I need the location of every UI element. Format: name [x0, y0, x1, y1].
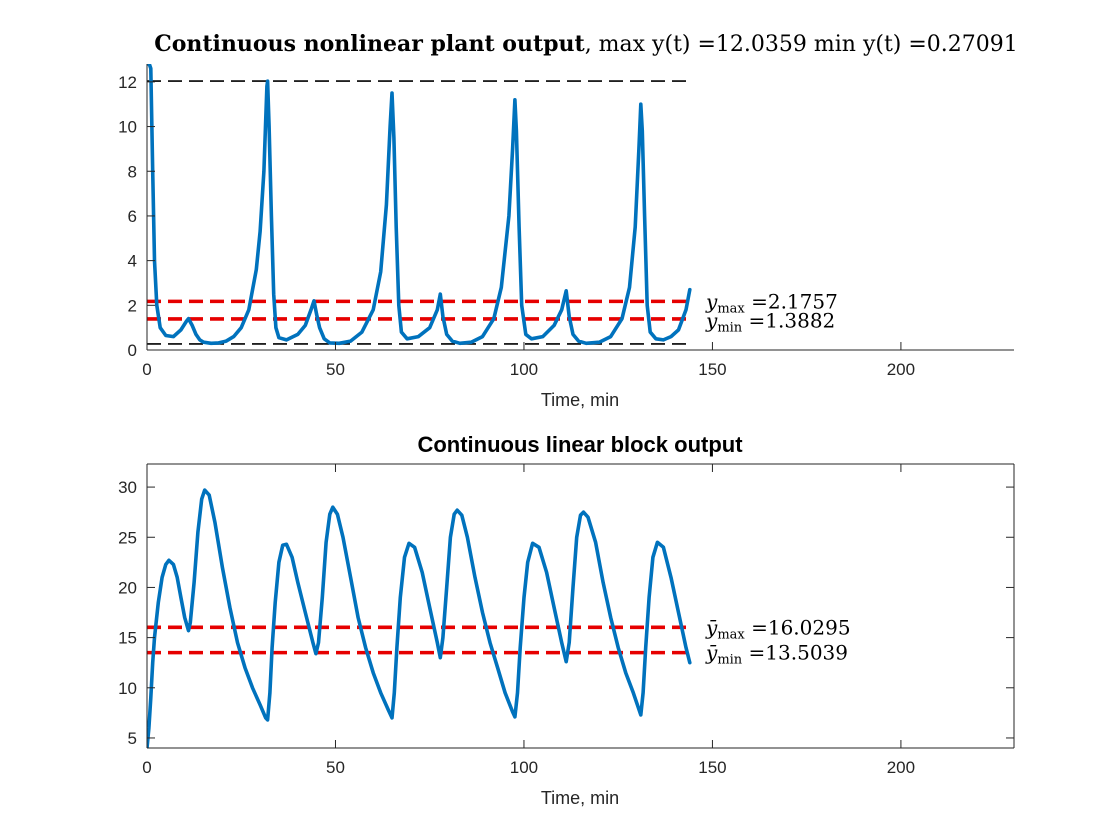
- plant-output-series: [147, 64, 692, 346]
- y-tick-label: 5: [128, 729, 137, 748]
- y-tick-label: 10: [118, 118, 137, 137]
- annotation-max: ȳmax =16.0295: [705, 615, 851, 642]
- y-tick-label: 8: [128, 162, 137, 181]
- linear-block-axes: 0 50 100 150 200 5 10 15 20 25 30: [118, 463, 1015, 777]
- x-tick-label: 50: [326, 360, 345, 379]
- y-tick-label: 12: [118, 73, 137, 92]
- annotation-subscript: min: [717, 653, 742, 668]
- linear-block-chart: Continuous linear block output 0 50 100 150…: [118, 432, 1015, 808]
- y-tick-label: 20: [118, 578, 137, 597]
- annotation-symbol: ȳ: [705, 615, 718, 639]
- annotation-min: ymin =1.3882: [705, 308, 835, 335]
- x-tick-label: 0: [142, 758, 151, 777]
- x-tick-label: 150: [698, 360, 726, 379]
- x-tick-label: 50: [326, 758, 345, 777]
- linear-block-series: [147, 488, 692, 748]
- plant-output-title-rest: , max y(t) =12.0359 min y(t) =0.27091: [585, 32, 1018, 57]
- annotation-value: =13.5039: [742, 641, 848, 665]
- annotation-min: ȳmin =13.5039: [705, 641, 848, 668]
- y-tick-label: 2: [128, 296, 137, 315]
- plant-output-xlabel: Time, min: [541, 390, 619, 410]
- plant-output-threshold-lines: [147, 299, 690, 321]
- x-tick-label: 0: [142, 360, 151, 379]
- linear-block-title: Continuous linear block output: [417, 432, 743, 457]
- x-tick-label: 150: [698, 758, 726, 777]
- series-line: [147, 64, 692, 346]
- y-tick-label: 30: [118, 478, 137, 497]
- series-line: [147, 488, 692, 748]
- x-tick-label: 200: [887, 360, 915, 379]
- plant-output-chart: Continuous nonlinear plant output, max y…: [118, 31, 1018, 410]
- linear-block-threshold-lines: [147, 625, 690, 655]
- annotation-value: =16.0295: [745, 615, 851, 639]
- plant-output-title-main: Continuous nonlinear plant output: [154, 31, 585, 57]
- annotation-symbol: ȳ: [705, 641, 718, 665]
- annotation-value: =1.3882: [742, 308, 835, 332]
- x-tick-label: 100: [510, 758, 538, 777]
- linear-block-xlabel: Time, min: [541, 788, 619, 808]
- plant-output-axes: 0 50 100 150 200 0 2 4 6 8 10 12: [118, 64, 1014, 379]
- y-tick-label: 25: [118, 528, 137, 547]
- y-tick-label: 0: [128, 341, 137, 360]
- y-tick-label: 4: [128, 252, 137, 271]
- annotation-value: =2.1757: [745, 289, 838, 313]
- x-tick-label: 200: [887, 758, 915, 777]
- annotation-max: ymax =2.1757: [705, 289, 838, 316]
- annotation-symbol: y: [705, 308, 718, 332]
- x-tick-label: 100: [510, 360, 538, 379]
- plant-output-title: Continuous nonlinear plant output, max y…: [154, 31, 1018, 57]
- y-tick-label: 10: [118, 679, 137, 698]
- annotation-subscript: max: [717, 627, 745, 642]
- y-tick-label: 15: [118, 629, 137, 648]
- annotation-subscript: min: [717, 320, 742, 335]
- annotation-subscript: max: [717, 301, 745, 316]
- y-tick-label: 6: [128, 207, 137, 226]
- annotation-symbol: y: [705, 289, 718, 313]
